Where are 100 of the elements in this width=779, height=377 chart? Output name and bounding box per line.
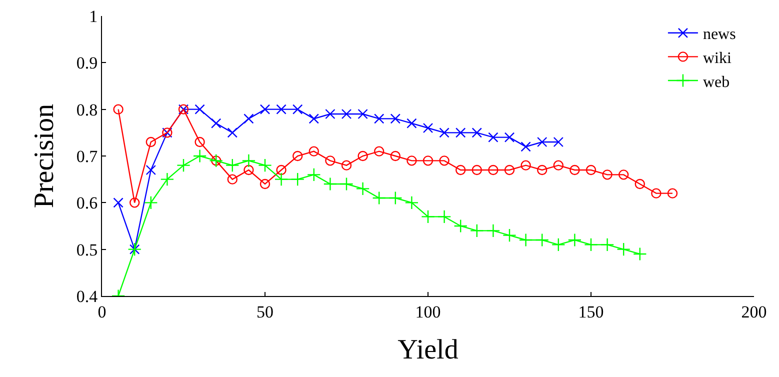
point xyxy=(488,132,498,142)
point xyxy=(160,172,174,186)
point xyxy=(307,168,321,182)
point xyxy=(472,164,482,176)
point xyxy=(406,156,417,166)
y-axis-title: Precision xyxy=(29,104,60,208)
point xyxy=(472,128,482,138)
point xyxy=(341,108,352,120)
point xyxy=(553,160,564,170)
point xyxy=(667,188,678,198)
x-tick-label: 0 xyxy=(98,302,106,322)
point xyxy=(113,104,124,114)
x-tick-label: 50 xyxy=(256,302,274,322)
point xyxy=(537,136,548,148)
point xyxy=(404,196,419,210)
point xyxy=(422,156,434,166)
point xyxy=(372,191,386,205)
point xyxy=(292,150,303,162)
point xyxy=(456,164,466,176)
point xyxy=(421,210,435,224)
point xyxy=(535,233,549,247)
point xyxy=(374,114,384,124)
x-tick-label: 200 xyxy=(741,302,767,322)
y-tick-label: 0.7 xyxy=(76,146,98,166)
point xyxy=(130,198,140,208)
x-tick-label: 150 xyxy=(578,302,604,322)
point xyxy=(439,128,450,138)
point xyxy=(600,238,614,252)
point xyxy=(244,164,254,176)
point xyxy=(325,156,336,166)
point xyxy=(308,114,319,124)
y-tick-label: 0.6 xyxy=(76,194,98,213)
point xyxy=(358,108,368,120)
point xyxy=(422,122,434,134)
point xyxy=(552,238,566,252)
point xyxy=(570,164,580,176)
point xyxy=(340,177,354,191)
point xyxy=(390,114,400,124)
y-tick-label: 1 xyxy=(89,6,98,26)
point xyxy=(488,164,498,176)
point xyxy=(242,154,256,168)
point xyxy=(323,177,338,191)
point xyxy=(276,104,286,114)
point xyxy=(470,224,484,238)
point xyxy=(211,118,222,128)
point xyxy=(634,178,645,190)
point xyxy=(616,242,630,256)
point xyxy=(520,160,531,170)
point xyxy=(602,170,612,180)
legend-label: web xyxy=(702,74,730,91)
point xyxy=(374,146,384,156)
point xyxy=(518,233,533,247)
legend-label: wiki xyxy=(702,50,732,67)
point xyxy=(274,172,288,186)
point xyxy=(356,182,370,196)
point xyxy=(618,170,629,180)
point xyxy=(568,233,582,247)
point xyxy=(520,142,531,152)
point xyxy=(584,238,598,252)
point xyxy=(192,149,207,163)
point xyxy=(456,128,466,138)
point xyxy=(113,198,124,208)
point xyxy=(553,136,564,148)
point xyxy=(227,128,238,138)
point xyxy=(308,146,319,156)
point xyxy=(504,164,515,176)
point xyxy=(502,228,516,242)
point xyxy=(341,160,352,170)
legend-label: news xyxy=(702,26,736,44)
point xyxy=(390,150,400,162)
point xyxy=(537,164,548,176)
y-tick-label: 0.4 xyxy=(76,286,98,306)
point xyxy=(325,108,336,120)
point xyxy=(358,150,368,162)
point xyxy=(292,104,303,114)
point xyxy=(244,114,254,124)
point xyxy=(144,196,158,210)
point xyxy=(276,164,286,176)
point xyxy=(437,210,452,224)
x-tick-label: 100 xyxy=(415,302,441,322)
point xyxy=(227,174,238,184)
point xyxy=(586,164,596,176)
point xyxy=(406,118,417,128)
point xyxy=(439,156,450,166)
point xyxy=(388,191,402,205)
y-tick-label: 0.8 xyxy=(76,100,98,120)
point xyxy=(454,219,468,233)
point xyxy=(651,188,662,198)
point xyxy=(146,136,156,148)
point xyxy=(504,132,515,142)
y-tick-label: 0.9 xyxy=(76,54,98,73)
point xyxy=(290,172,304,186)
point xyxy=(258,158,272,172)
point xyxy=(146,164,156,176)
x-axis-title: Yield xyxy=(398,334,458,366)
point xyxy=(194,136,205,148)
point xyxy=(176,158,190,172)
point xyxy=(633,247,647,261)
point xyxy=(194,104,205,114)
point xyxy=(486,224,500,238)
